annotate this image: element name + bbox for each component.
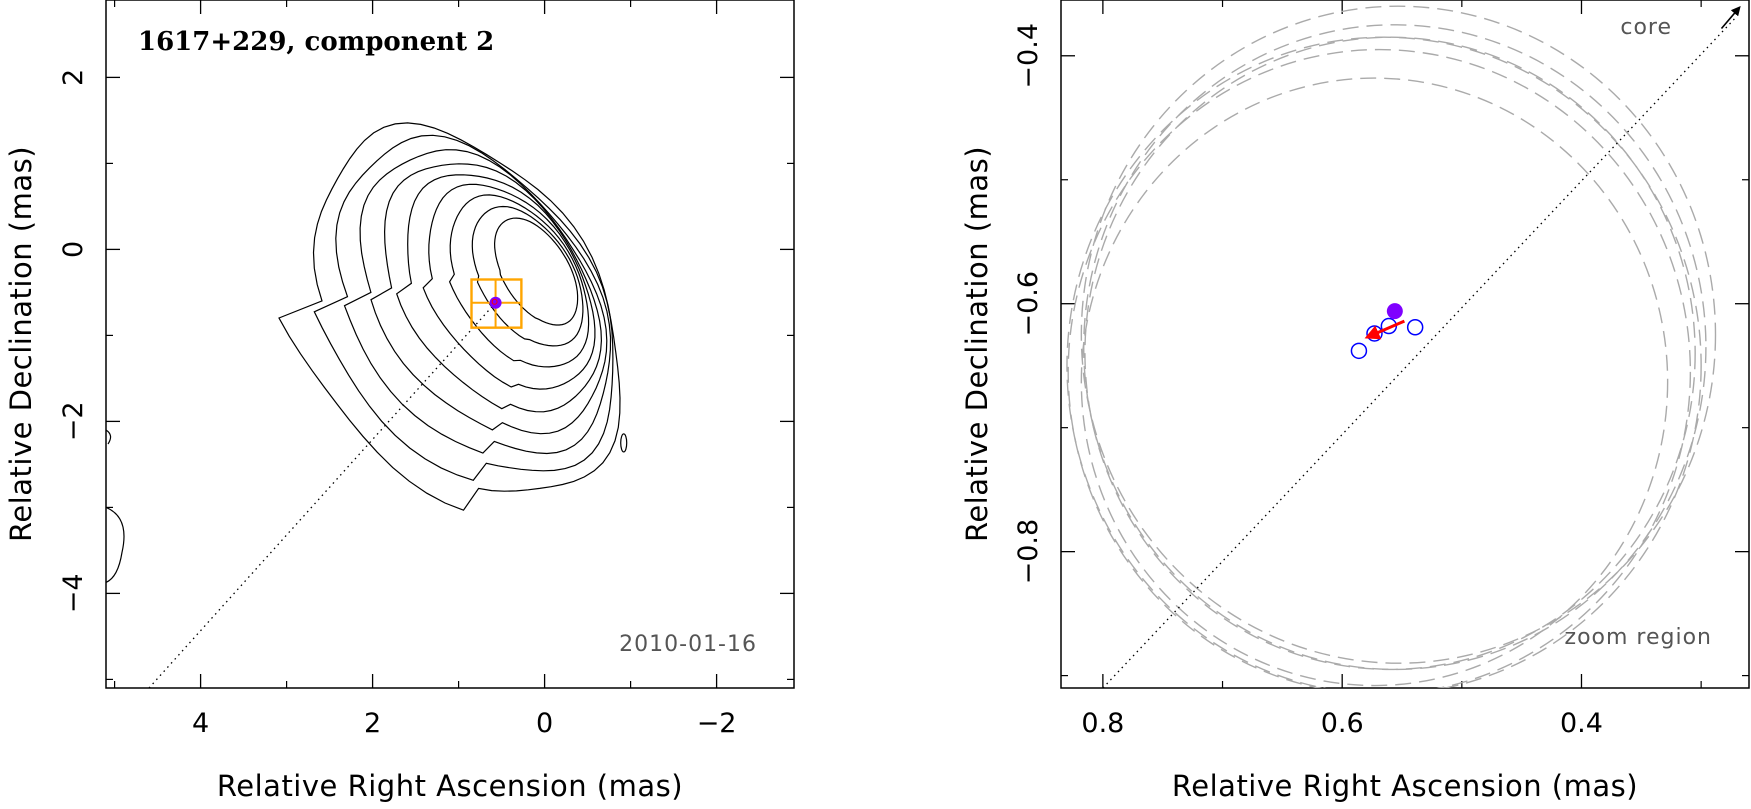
noise-contour bbox=[620, 433, 628, 453]
right-y-tick-label: −0.4 bbox=[1013, 23, 1044, 89]
left-y-tick-label: −4 bbox=[58, 573, 89, 613]
observation-date: 2010-01-16 bbox=[619, 632, 757, 657]
right-x-tick-label: 0.4 bbox=[1560, 708, 1603, 739]
contour-level bbox=[493, 217, 579, 326]
left-y-tick-label: −2 bbox=[58, 401, 89, 441]
left-x-tick-label: 4 bbox=[192, 708, 209, 739]
edge-contour bbox=[106, 506, 125, 583]
component-dot bbox=[489, 296, 502, 309]
right-y-axis-title: Relative Declination (mas) bbox=[960, 146, 994, 542]
contour-level bbox=[448, 194, 590, 368]
contour-level bbox=[343, 149, 612, 455]
epoch-position-open bbox=[1350, 342, 1368, 360]
beam-circle bbox=[1080, 77, 1669, 687]
epoch-position-current bbox=[1386, 303, 1403, 320]
jet-axis-line-zoom bbox=[1102, 15, 1738, 689]
left-axis-ticks bbox=[106, 0, 794, 688]
contour-level bbox=[313, 134, 614, 482]
beam-circle bbox=[1084, 36, 1696, 671]
contour-level bbox=[370, 163, 608, 435]
right-x-axis-title: Relative Right Ascension (mas) bbox=[1172, 769, 1638, 803]
right-x-tick-label: 0.6 bbox=[1321, 708, 1364, 739]
left-x-axis-title: Relative Right Ascension (mas) bbox=[217, 769, 683, 803]
contour-level bbox=[395, 174, 603, 413]
core-label: core bbox=[1620, 15, 1672, 40]
right-y-tick-label: −0.8 bbox=[1013, 519, 1044, 585]
left-x-tick-labels: 4 2 0 −2 bbox=[192, 708, 737, 739]
right-plot-frame bbox=[1060, 0, 1750, 689]
motion-vector-arrow bbox=[1364, 319, 1405, 340]
left-y-axis-title: Relative Declination (mas) bbox=[4, 146, 38, 542]
zoom-panel: 0.8 0.6 0.4 −0.4−0.6−0.8 core zoom region … bbox=[960, 0, 1750, 803]
right-x-tick-label: 0.8 bbox=[1081, 708, 1124, 739]
contour-level bbox=[471, 205, 584, 347]
left-panel-title: 1617+229, component 2 bbox=[138, 27, 494, 57]
left-x-tick-label: 0 bbox=[536, 708, 553, 739]
contour-level bbox=[422, 183, 596, 390]
contour-level bbox=[278, 122, 621, 511]
epoch-position-open bbox=[1406, 319, 1424, 336]
contour-map-panel: 4 2 0 −2 2 0 −2 −4 1617+229, component 2 2010-… bbox=[4, 0, 795, 803]
beam-circle bbox=[1080, 5, 1717, 664]
component-marker bbox=[489, 296, 502, 309]
edge-contour bbox=[106, 429, 112, 445]
source-contours bbox=[106, 122, 628, 583]
component-dot-ring bbox=[491, 298, 498, 305]
right-y-tick-labels: −0.4 −0.6 −0.8 bbox=[1013, 23, 1044, 584]
beam-circle bbox=[1067, 48, 1691, 688]
core-direction-arrow bbox=[1720, 5, 1741, 30]
beam-circle bbox=[1066, 36, 1702, 688]
beam-circle bbox=[1083, 24, 1707, 671]
beam-circles bbox=[1066, 5, 1717, 688]
position-markers bbox=[1350, 5, 1741, 360]
left-x-tick-label: −2 bbox=[697, 708, 737, 739]
left-x-tick-label: 2 bbox=[364, 708, 381, 739]
right-x-tick-labels: 0.8 0.6 0.4 bbox=[1081, 708, 1603, 739]
right-y-tick-label: −0.6 bbox=[1013, 271, 1044, 337]
left-y-tick-label: 0 bbox=[58, 241, 89, 258]
left-y-tick-label: 2 bbox=[58, 69, 89, 86]
zoom-region-label: zoom region bbox=[1565, 625, 1712, 650]
jet-axis-line bbox=[148, 302, 497, 688]
left-y-tick-labels: 2 0 −2 −4 bbox=[58, 69, 89, 614]
right-axis-ticks bbox=[1061, 0, 1749, 688]
left-plot-frame bbox=[105, 0, 795, 689]
